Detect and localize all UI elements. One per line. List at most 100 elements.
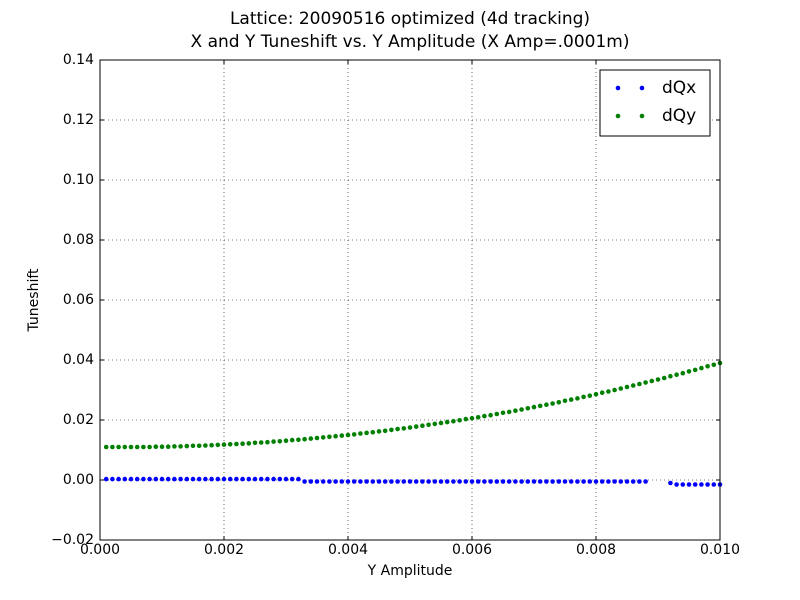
point [531,479,537,484]
point [252,440,258,446]
point [271,476,276,482]
point [643,479,648,484]
point [370,430,376,435]
point [432,421,438,427]
point [128,444,134,450]
point [587,479,593,484]
point [513,479,518,484]
point [252,476,258,482]
point [705,482,710,487]
point [308,436,314,441]
y-tick-label: 0.14 [63,52,94,68]
point [556,479,562,484]
point [606,479,611,484]
point [550,401,555,406]
point [351,432,357,437]
point [581,394,586,400]
point [227,442,233,447]
legend-label: dQx [662,78,696,98]
point [333,479,338,484]
chart-subtitle: X and Y Tuneshift vs. Y Amplitude (X Amp… [191,32,630,52]
x-axis-label: Y Amplitude [367,563,453,579]
point [209,476,214,482]
point [339,479,345,484]
point [122,476,128,482]
y-tick-label: −0.02 [51,532,94,548]
point [426,422,431,428]
point [178,476,183,482]
point [531,404,537,410]
y-tick-label: 0.02 [63,412,94,428]
point [630,479,636,484]
point [190,476,196,482]
point [637,479,642,484]
point [314,479,320,484]
point [575,396,580,401]
point [320,435,326,440]
point [668,480,673,486]
point [618,386,624,391]
point [488,479,493,484]
point [215,476,221,482]
legend-marker [639,85,645,91]
point [395,479,400,484]
y-tick-label: 0.08 [63,232,94,248]
point [692,482,698,487]
point [283,476,289,482]
point [376,429,382,434]
point [196,443,202,449]
point [550,479,555,484]
point [674,372,679,378]
point [637,381,642,387]
point [525,479,531,484]
point [711,362,717,368]
plot-frame [99,59,721,541]
point [147,444,152,450]
point [271,439,276,444]
point [413,424,419,429]
point [389,427,394,433]
point [612,387,617,393]
point [339,433,345,438]
point [699,365,704,371]
point [649,378,655,384]
point [240,476,245,482]
point [165,476,171,482]
point [686,369,692,374]
point [494,411,500,417]
point [376,479,382,484]
point [599,390,605,396]
point [401,426,407,431]
point [544,479,549,484]
point [624,384,630,390]
y-tick-label: 0.04 [63,352,94,368]
point [506,479,512,484]
point [240,441,245,447]
point [587,393,593,399]
point [668,373,673,379]
point [184,476,190,482]
point [432,479,438,484]
point [500,479,506,484]
point [469,479,475,484]
legend-box [599,69,711,137]
point [699,482,704,487]
x-tick-label: 0.006 [452,542,492,558]
point [624,479,630,484]
point [494,479,500,484]
point [395,426,400,432]
point [451,479,456,484]
point [289,476,295,482]
point [221,476,227,482]
point [277,476,283,482]
point [370,479,376,484]
point [103,476,109,482]
point [426,479,431,484]
y-tick-label: 0.06 [63,292,94,308]
point [630,383,636,388]
point [599,479,605,484]
point [438,479,444,484]
point [308,479,314,484]
chart-title: Lattice: 20090516 optimized (4d tracking… [230,9,590,29]
